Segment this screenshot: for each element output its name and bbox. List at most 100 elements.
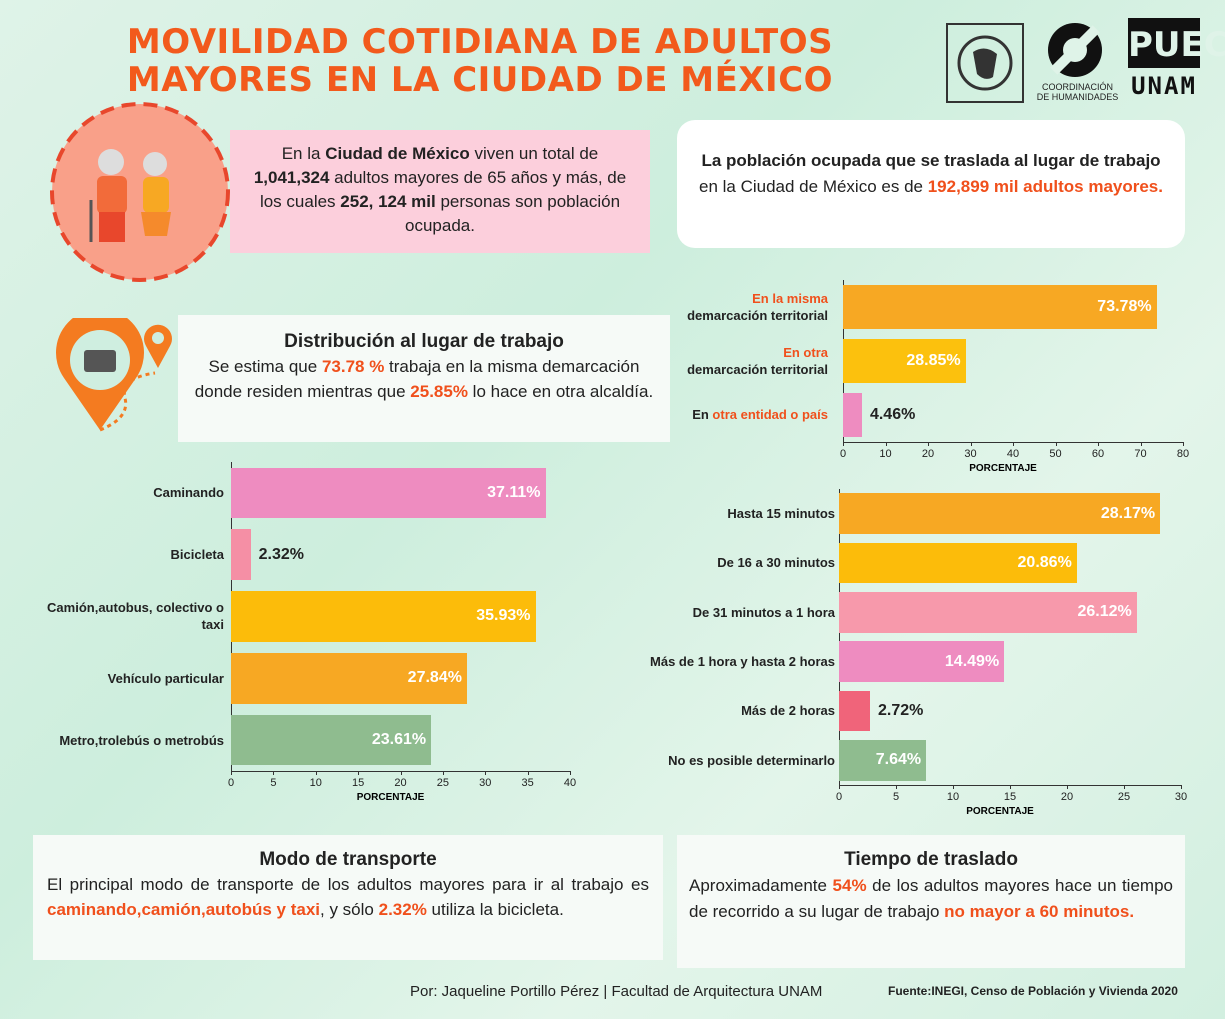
x-axis-label: PORCENTAJE [969, 463, 1037, 474]
tick-mark [1140, 442, 1142, 446]
x-tick-label: 20 [1060, 791, 1074, 803]
section-heading: Tiempo de traslado [844, 849, 1018, 870]
x-tick-label: 30 [964, 448, 977, 460]
text-run: lo hace en otra alcaldía. [467, 382, 654, 401]
text-run: adultos mayores de 65 años y más, de los… [259, 168, 627, 211]
value-label: 35.93% [476, 607, 531, 625]
category-label: De 31 minutos a 1 hora [692, 604, 835, 620]
value-label: 28.85% [906, 351, 961, 369]
tick-mark [485, 771, 487, 775]
x-tick-label: 40 [563, 777, 577, 789]
category-label: En otra demarcación territorial [653, 339, 828, 383]
tick-mark [1181, 785, 1182, 789]
x-tick-label: 10 [879, 448, 892, 460]
tick-mark [527, 771, 529, 775]
x-tick-label: 5 [270, 777, 277, 789]
travel-time-box: Tiempo de traslado Aproximadamente 54% d… [677, 835, 1185, 968]
text-run: 25.85% [410, 382, 468, 401]
x-tick-label: 15 [1003, 791, 1017, 803]
puec-logo: PUEC [1128, 18, 1225, 68]
x-tick-label: 0 [839, 448, 847, 460]
title-line: MOVILIDAD COTIDIANA DE ADULTOS [126, 22, 834, 62]
text-run: demarcación territorial [687, 307, 828, 323]
text-run: viven un total de [469, 144, 599, 163]
value-label: 28.17% [1100, 504, 1156, 522]
text-run: de los adultos mayores hace un tiempo de… [689, 876, 1173, 921]
value-label: 14.49% [944, 652, 1000, 670]
tick-mark [231, 771, 232, 775]
tick-mark [315, 771, 317, 775]
commute-text: La población ocupada que se traslada al … [699, 151, 1163, 196]
intro-box: En la Ciudad de México viven un total de… [230, 130, 650, 253]
unam-seal [946, 23, 1024, 103]
category-line: demarcación territorial [653, 307, 828, 324]
tick-mark [885, 442, 887, 446]
intro-text: En la Ciudad de México viven un total de… [254, 144, 626, 235]
text-run: , y sólo [320, 900, 379, 919]
transport-text: El principal modo de transporte de los a… [47, 875, 649, 919]
text-run: En [692, 407, 713, 423]
text-run: Aproximadamente [689, 876, 833, 895]
value-label: 23.61% [371, 731, 427, 749]
x-tick-label: 20 [921, 448, 935, 460]
tick-mark [400, 771, 402, 775]
text-run: en la Ciudad de México es de [699, 177, 928, 196]
tick-mark [953, 785, 954, 789]
category-line: En otra [653, 344, 828, 361]
text-run: demarcación territorial [687, 361, 828, 377]
author: Por: Jaqueline Portillo Pérez | Facultad… [410, 983, 823, 1000]
x-tick-label: 10 [309, 777, 322, 789]
category-label: Camión,autobus, colectivo o taxi [47, 600, 224, 633]
title-line: MAYORES EN LA CIUDAD DE MÉXICO [126, 60, 834, 100]
category-label: De 16 a 30 minutos [717, 555, 835, 571]
x-tick-label: 5 [892, 791, 900, 803]
category-label: Más de 2 horas [741, 703, 835, 719]
tick-mark [1067, 785, 1068, 789]
tick-mark [1010, 785, 1011, 789]
category-label: Bicicleta [170, 547, 224, 563]
category-label: Caminando [153, 485, 224, 501]
text-run: trabaja en la misma demarcación donde re… [194, 357, 640, 401]
tick-mark [1013, 442, 1014, 446]
section-heading: Modo de transporte [259, 849, 437, 870]
tick-mark [358, 771, 360, 775]
x-tick-label: 40 [1006, 448, 1020, 460]
category-line: demarcación territorial [653, 361, 828, 378]
x-tick-label: 0 [835, 791, 843, 803]
value-label: 7.64% [875, 751, 922, 769]
tick-mark [896, 785, 897, 789]
value-label: 73.78% [1097, 297, 1152, 315]
text-run: otra entidad o país [712, 407, 828, 423]
tick-mark [843, 442, 844, 446]
category-label: Metro,trolebús o metrobús [59, 732, 224, 748]
bar [231, 467, 546, 519]
section-heading: Distribución al lugar de trabajo [284, 331, 564, 352]
value-label: 26.12% [1077, 603, 1132, 621]
bar [231, 591, 536, 642]
text-run: En la [281, 144, 326, 163]
text-run: El principal modo de transporte de los a… [47, 875, 649, 894]
bar [231, 714, 432, 766]
bar [839, 690, 870, 732]
unam-logo: UNAM [1131, 72, 1197, 100]
text-run: 1,041,324 [253, 168, 330, 187]
text-run: En otra [783, 344, 828, 360]
tick-mark [1124, 785, 1125, 789]
x-tick-label: 80 [1176, 448, 1190, 460]
text-run: 192,899 mil adultos mayores. [927, 177, 1163, 196]
humanidades-logo [1048, 23, 1102, 77]
bar [839, 542, 1077, 584]
text-run: caminando,camión,autobús y taxi [47, 900, 321, 919]
x-tick-label: 70 [1134, 448, 1147, 460]
text-run: personas son población ocupada. [405, 192, 621, 235]
x-axis-label: PORCENTAJE [356, 792, 425, 803]
category-label: En otra entidad o país [653, 393, 828, 437]
axis-line [839, 489, 840, 785]
tick-mark [928, 442, 929, 446]
category-label: No es posible determinarlo [668, 752, 835, 768]
bar [231, 529, 251, 581]
text-run: utiliza la bicicleta. [426, 900, 564, 919]
tick-mark [1183, 442, 1184, 446]
x-tick-label: 25 [1117, 791, 1131, 803]
